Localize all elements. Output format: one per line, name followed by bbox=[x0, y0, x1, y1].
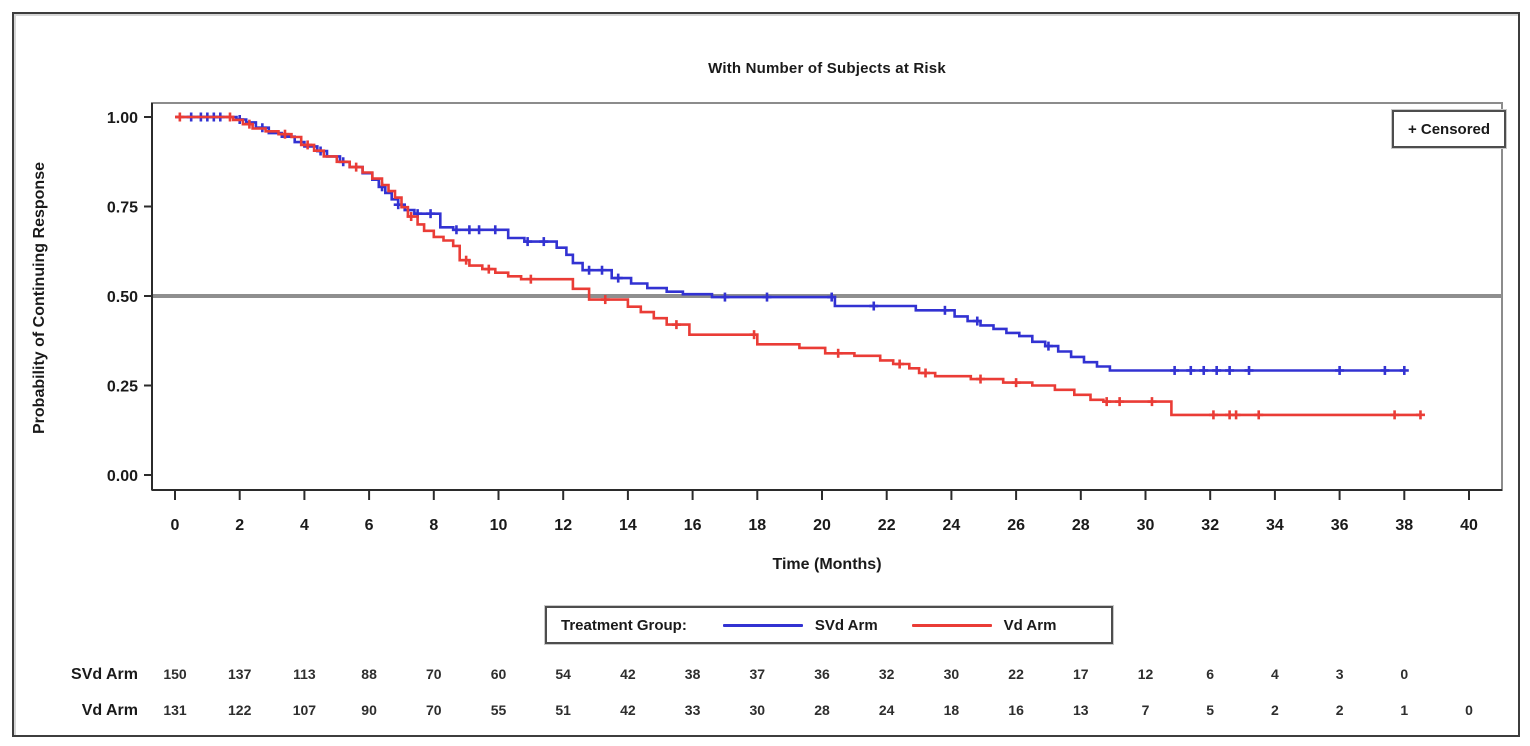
censored-legend-box: + Censored bbox=[1391, 109, 1507, 149]
at-risk-count: 4 bbox=[1270, 666, 1279, 682]
at-risk-count: 33 bbox=[684, 702, 701, 718]
at-risk-count: 30 bbox=[749, 702, 766, 718]
legend-label-vd: Vd Arm bbox=[1003, 616, 1057, 634]
y-axis-label: Probability of Continuing Response bbox=[31, 162, 48, 434]
y-tick-label: 0.75 bbox=[107, 200, 138, 217]
x-tick-label: 18 bbox=[748, 517, 766, 534]
at-risk-count: 7 bbox=[1141, 702, 1150, 718]
censored-legend-label: + Censored bbox=[1407, 120, 1491, 138]
figure-frame bbox=[12, 12, 1520, 737]
x-tick-label: 30 bbox=[1137, 517, 1155, 534]
x-tick-label: 36 bbox=[1331, 517, 1349, 534]
at-risk-count: 37 bbox=[749, 666, 766, 682]
x-tick-label: 34 bbox=[1266, 517, 1284, 534]
at-risk-count: 18 bbox=[943, 702, 960, 718]
svd-line-swatch bbox=[722, 623, 803, 627]
vd-line-swatch bbox=[911, 623, 992, 627]
x-tick-label: 12 bbox=[554, 517, 572, 534]
x-tick-label: 10 bbox=[490, 517, 508, 534]
at-risk-count: 107 bbox=[292, 702, 317, 718]
y-tick-label: 0.50 bbox=[107, 289, 138, 306]
at-risk-count: 36 bbox=[814, 666, 830, 682]
x-tick-label: 26 bbox=[1007, 517, 1025, 534]
x-tick-label: 16 bbox=[684, 517, 702, 534]
treatment-legend-title: Treatment Group: bbox=[561, 616, 687, 634]
at-risk-count: 13 bbox=[1073, 702, 1089, 718]
at-risk-count: 17 bbox=[1073, 666, 1089, 682]
chart-title: With Number of Subjects at Risk bbox=[708, 60, 946, 77]
x-tick-label: 32 bbox=[1201, 517, 1219, 534]
at-risk-count: 88 bbox=[361, 666, 377, 682]
x-tick-label: 0 bbox=[171, 517, 180, 534]
at-risk-count: 122 bbox=[228, 702, 252, 718]
x-axis-label: Time (Months) bbox=[772, 556, 882, 573]
at-risk-count: 90 bbox=[361, 702, 377, 718]
at-risk-count: 60 bbox=[490, 666, 507, 682]
x-tick-label: 28 bbox=[1072, 517, 1090, 534]
at-risk-count: 131 bbox=[163, 702, 187, 718]
treatment-legend-box: Treatment Group: SVd Arm Vd Arm bbox=[544, 605, 1114, 645]
at-risk-count: 54 bbox=[555, 666, 571, 682]
x-tick-label: 4 bbox=[300, 517, 309, 534]
vd-survival-curve bbox=[175, 115, 1421, 417]
at-risk-count: 12 bbox=[1137, 666, 1154, 682]
at-risk-count: 70 bbox=[426, 666, 442, 682]
at-risk-count: 42 bbox=[620, 666, 636, 682]
at-risk-count: 6 bbox=[1206, 666, 1215, 682]
y-tick-label: 0.00 bbox=[107, 468, 138, 485]
at-risk-count: 0 bbox=[1465, 702, 1473, 718]
at-risk-count: 16 bbox=[1008, 702, 1024, 718]
x-tick-label: 6 bbox=[365, 517, 374, 534]
x-tick-label: 2 bbox=[235, 517, 244, 534]
at-risk-count: 150 bbox=[163, 666, 187, 682]
at-risk-count: 1 bbox=[1400, 702, 1409, 718]
y-tick-label: 0.25 bbox=[107, 379, 138, 396]
legend-label-svd: SVd Arm bbox=[814, 616, 878, 634]
risk-row-label-vd: Vd Arm bbox=[81, 702, 138, 719]
at-risk-count: 113 bbox=[293, 666, 316, 682]
at-risk-count: 137 bbox=[228, 666, 252, 682]
at-risk-count: 42 bbox=[620, 702, 636, 718]
at-risk-count: 70 bbox=[426, 702, 442, 718]
x-tick-label: 8 bbox=[429, 517, 438, 534]
at-risk-count: 3 bbox=[1335, 666, 1344, 682]
svd-survival-curve bbox=[175, 115, 1405, 372]
at-risk-count: 55 bbox=[490, 702, 507, 718]
at-risk-count: 32 bbox=[878, 666, 895, 682]
at-risk-count: 0 bbox=[1400, 666, 1409, 682]
risk-row-label-svd: SVd Arm bbox=[71, 666, 138, 683]
y-tick-label: 1.00 bbox=[107, 110, 138, 127]
x-tick-label: 38 bbox=[1395, 517, 1413, 534]
at-risk-count: 22 bbox=[1008, 666, 1024, 682]
legend-item-svd: SVd Arm bbox=[722, 616, 878, 634]
x-tick-label: 22 bbox=[878, 517, 896, 534]
at-risk-count: 28 bbox=[814, 702, 830, 718]
x-tick-label: 40 bbox=[1460, 517, 1478, 534]
at-risk-count: 2 bbox=[1335, 702, 1344, 718]
at-risk-count: 2 bbox=[1270, 702, 1279, 718]
legend-item-vd: Vd Arm bbox=[911, 616, 1057, 634]
x-tick-label: 20 bbox=[813, 517, 831, 534]
at-risk-count: 5 bbox=[1206, 702, 1215, 718]
at-risk-count: 24 bbox=[878, 702, 895, 718]
at-risk-count: 30 bbox=[943, 666, 960, 682]
at-risk-count: 38 bbox=[684, 666, 701, 682]
x-tick-label: 14 bbox=[619, 517, 637, 534]
x-tick-label: 24 bbox=[943, 517, 961, 534]
at-risk-count: 51 bbox=[555, 702, 571, 718]
